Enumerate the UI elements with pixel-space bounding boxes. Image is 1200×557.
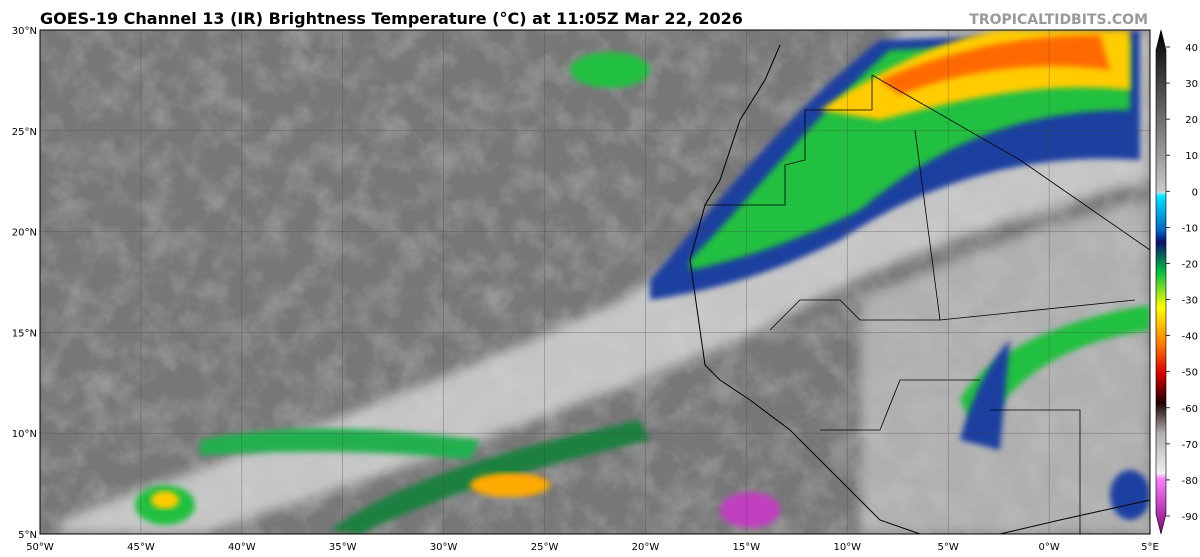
- map-title: GOES-19 Channel 13 (IR) Brightness Tempe…: [40, 9, 743, 28]
- lon-label: 35°W: [329, 542, 357, 553]
- lon-label: 20°W: [632, 542, 660, 553]
- colorbar-tick-label: -10: [1182, 223, 1198, 234]
- lon-label: 5°W: [938, 542, 959, 553]
- colorbar-tick-label: 0: [1192, 187, 1198, 198]
- colorbar-tick-label: -90: [1182, 512, 1198, 523]
- colorbar-tick-label: -30: [1182, 296, 1198, 307]
- graticule: 30°N 25°N 20°N 15°N 10°N 5°N50°W 45°W 40°W 35°W 3…: [12, 26, 1159, 553]
- lat-label: 10°N: [12, 429, 37, 440]
- lon-label: 40°W: [228, 542, 256, 553]
- colorbar-ticks: 40 30 20 10 0 -10 -20 -30 -40 -50 -60 -70 -80 -90: [1166, 43, 1198, 523]
- lon-label: 15°W: [733, 542, 761, 553]
- colorbar-tick-label: 10: [1185, 151, 1198, 162]
- lat-label: 15°N: [12, 328, 37, 339]
- lat-label: 5°N: [18, 530, 37, 541]
- credit: TROPICALTIDBITS.COM: [969, 12, 1148, 28]
- lon-label: 10°W: [833, 542, 861, 553]
- colorbar-tick-label: -50: [1182, 368, 1198, 379]
- colorbar-tick-label: -40: [1182, 332, 1198, 343]
- colorbar-tick-label: -60: [1182, 404, 1198, 415]
- colorbar-tick-label: -20: [1182, 259, 1198, 270]
- lat-label: 25°N: [12, 127, 37, 138]
- colorbar: [1155, 29, 1167, 535]
- lat-label: 20°N: [12, 228, 37, 239]
- lon-label: 30°W: [430, 542, 458, 553]
- lon-label: 50°W: [26, 542, 54, 553]
- colorbar-tick-label: -70: [1182, 440, 1198, 451]
- colorbar-tick-label: 30: [1185, 79, 1198, 90]
- colorbar-tick-label: 20: [1185, 115, 1198, 126]
- colorbar-tick-label: 40: [1185, 43, 1198, 54]
- map-frame: [39, 29, 1151, 535]
- lat-label: 30°N: [12, 26, 37, 37]
- lon-label: 45°W: [127, 542, 155, 553]
- lon-label: 5°E: [1141, 542, 1159, 553]
- imagery: [40, 30, 1150, 534]
- lon-label: 25°W: [531, 542, 559, 553]
- lon-label: 0°W: [1038, 542, 1059, 553]
- colorbar-tick-label: -80: [1182, 476, 1198, 487]
